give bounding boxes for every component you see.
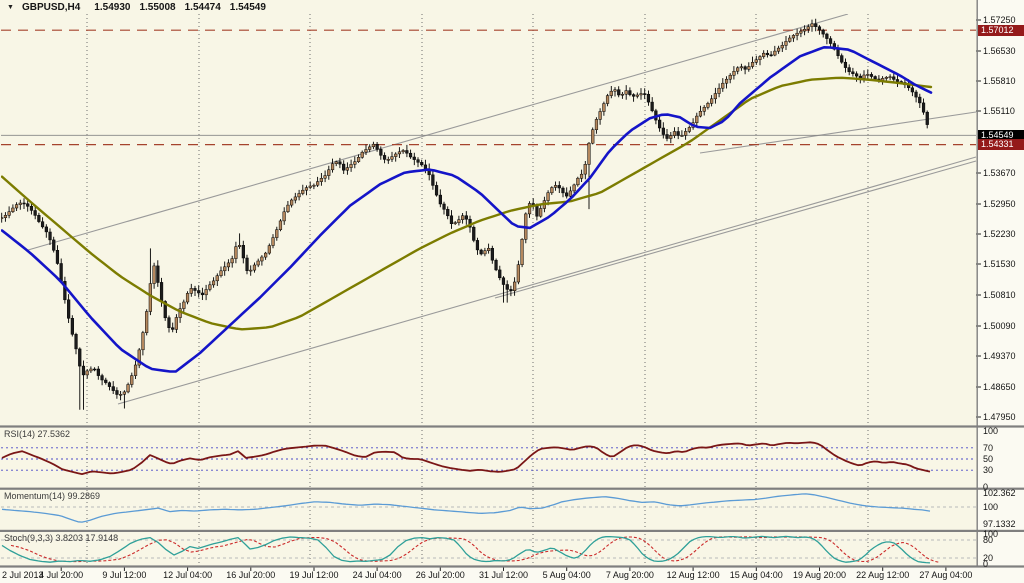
price-axis-label: 1.56530 — [983, 46, 1016, 56]
momentum-indicator-label: Momentum(14) 99.2869 — [4, 491, 101, 501]
price-tag-current: 1.54549 — [978, 129, 1024, 141]
price-tag-resistance: 1.57012 — [978, 24, 1024, 36]
time-axis-label: 27 Aug 04:00 — [919, 570, 973, 580]
ohlc-high: 1.55008 — [139, 2, 176, 13]
fast-ma-line[interactable] — [1, 45, 933, 373]
price-axis-label: 1.51530 — [983, 259, 1016, 269]
momentum-axis-label: 102.362 — [983, 488, 1016, 499]
ohlc-low: 1.54474 — [184, 2, 221, 13]
time-axis-label: 15 Aug 04:00 — [729, 570, 783, 580]
stochastic-indicator-label: Stoch(9,3,3) 3.8203 17.9148 — [4, 533, 119, 543]
price-axis-label: 1.55110 — [983, 106, 1015, 116]
rsi-axis-label: 70 — [983, 442, 994, 453]
price-axis-label: 1.50090 — [983, 321, 1016, 331]
rsi-axis-label: 0 — [983, 482, 989, 492]
panel-separator[interactable] — [0, 565, 1024, 568]
time-axis-label: 19 Aug 20:00 — [792, 570, 847, 580]
time-axis-label: 2 Jul 2013 — [2, 570, 44, 580]
price-axis-label: 1.52230 — [983, 229, 1016, 239]
rsi-indicator-label: RSI(14) 27.5362 — [4, 429, 71, 439]
rsi-axis-label: 30 — [983, 465, 994, 476]
time-axis-label: 31 Jul 12:00 — [478, 570, 529, 580]
symbol-timeframe-label: GBPUSD,H4 — [21, 2, 81, 13]
time-axis-label: 19 Jul 12:00 — [289, 570, 339, 580]
stochastic-axis-label: 20 — [983, 553, 994, 563]
trendline[interactable] — [117, 156, 977, 405]
price-axis-label: 1.50810 — [983, 290, 1016, 300]
price-axis-label: 1.52950 — [983, 199, 1016, 209]
chart-header: ▼ GBPUSD,H4 1.54930 1.55008 1.54474 1.54… — [7, 2, 275, 13]
price-tag-support: 1.54331 — [978, 139, 1024, 151]
time-axis-label: 24 Jul 04:00 — [352, 570, 402, 580]
stochastic-axis-label: 100 — [983, 529, 999, 539]
time-axis-label: 4 Jul 20:00 — [39, 570, 84, 580]
price-axis-label: 1.57250 — [983, 15, 1016, 25]
momentum-axis-label: 97.1332 — [983, 518, 1016, 529]
trendline[interactable] — [27, 14, 849, 251]
plot-background — [0, 0, 977, 567]
stochastic-axis-label: 80 — [983, 535, 994, 545]
time-axis-label: 16 Jul 20:00 — [226, 570, 276, 580]
rsi-line — [1, 441, 931, 476]
panel-separator[interactable] — [0, 425, 1024, 428]
rsi-axis-label: 50 — [983, 454, 994, 464]
slow-ma-line[interactable] — [1, 76, 933, 331]
price-axis-label: 1.55810 — [983, 76, 1016, 86]
stochastic-axis-label: 0 — [983, 559, 989, 569]
symbol-dropdown-icon[interactable]: ▼ — [7, 4, 14, 11]
time-axis-label: 12 Jul 04:00 — [163, 570, 213, 580]
time-axis-label: 22 Aug 12:00 — [856, 570, 910, 580]
rsi-axis-label: 100 — [983, 426, 999, 436]
price-axis-label: 1.53670 — [983, 168, 1016, 178]
ohlc-open: 1.54930 — [94, 2, 131, 13]
panel-separator[interactable] — [0, 529, 1024, 532]
ohlc-close: 1.54549 — [229, 2, 266, 13]
time-axis-label: 7 Aug 20:00 — [605, 570, 654, 580]
trendline[interactable] — [699, 111, 977, 154]
time-axis-label: 9 Jul 12:00 — [102, 570, 147, 580]
momentum-axis-label: 100 — [983, 502, 999, 512]
time-axis-label: 26 Jul 20:00 — [415, 570, 465, 580]
momentum-line — [1, 493, 931, 523]
time-axis-label: 12 Aug 12:00 — [666, 570, 720, 580]
panel-separator[interactable] — [0, 487, 1024, 490]
trendline[interactable] — [494, 160, 977, 299]
time-axis-label: 5 Aug 04:00 — [542, 570, 591, 580]
price-axis-label: 1.49370 — [983, 351, 1016, 361]
time-axis[interactable]: 2 Jul 2013 4 Jul 20:00 9 Jul 12:00 12 Jul 0… — [0, 567, 1024, 583]
stochastic-k-line — [1, 535, 931, 564]
price-axis-label: 1.47950 — [983, 412, 1016, 422]
price-axis-label: 1.48650 — [983, 382, 1016, 392]
